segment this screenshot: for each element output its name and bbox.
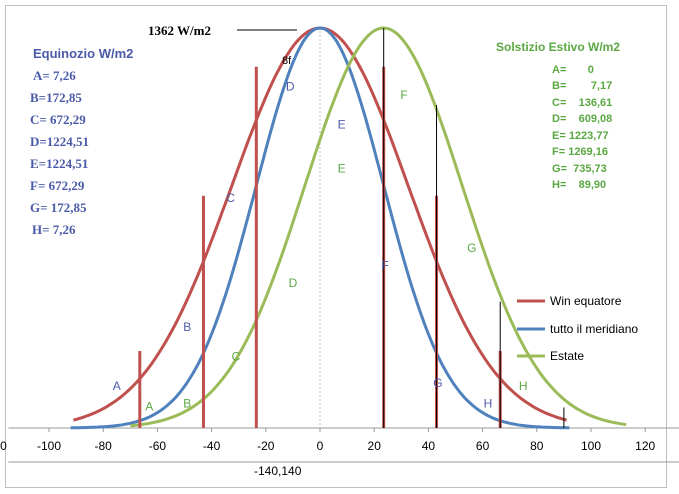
equinozio-row: F= 672,29 (30, 178, 85, 193)
x-axis-note: -140,140 (254, 464, 302, 478)
equinozio-row: B=172,85 (30, 90, 82, 105)
series-line-estate (130, 26, 627, 428)
region-label: F (400, 88, 407, 102)
legend-label: tutto il meridiano (550, 322, 638, 336)
solstizio-row: G= 735,73 (552, 163, 607, 175)
legend-item: Estate (517, 349, 584, 363)
x-tick-label: -80 (95, 439, 113, 453)
region-label: B (183, 396, 191, 410)
x-tick-label: -120 (0, 439, 7, 453)
region-label: B (183, 320, 191, 334)
equinozio-values: Equinozio W/m2 A= 7,26 B=172,85 C= 672,2… (30, 46, 133, 237)
legend-label: Estate (550, 349, 584, 363)
region-label: G (433, 376, 442, 390)
equinozio-row: A= 7,26 (33, 68, 76, 83)
solstizio-row: H= 89,90 (552, 179, 606, 191)
legend: Win equatore tutto il meridiano Estate (517, 294, 638, 363)
solstizio-row: E= 1223,77 (552, 130, 609, 142)
x-tick-label: 80 (530, 439, 544, 453)
solstizio-row: F= 1269,16 (552, 146, 608, 158)
solstizio-title: Solstizio Estivo W/m2 (496, 40, 620, 54)
region-label: D (289, 276, 298, 290)
solstizio-row: D= 609,08 (552, 113, 612, 125)
region-label: D (286, 79, 295, 93)
region-label: G (467, 241, 476, 255)
equinozio-row: H= 7,26 (32, 222, 76, 237)
legend-item: tutto il meridiano (517, 322, 638, 336)
equinozio-row: E=1224,51 (30, 156, 88, 171)
equinozio-row: C= 672,29 (30, 112, 86, 127)
series-line-tutto-il-meridiano (70, 26, 570, 430)
x-tick-label: -20 (257, 439, 275, 453)
region-label: A (113, 379, 121, 393)
solstizio-row: A= 0 (552, 64, 594, 76)
solstizio-values: Solstizio Estivo W/m2 A= 0 B= 7,17 C= 13… (496, 40, 620, 191)
region-label: H (484, 396, 493, 410)
chart-frame (5, 5, 667, 488)
equinozio-row: G= 172,85 (30, 200, 87, 215)
legend-item: Win equatore (517, 294, 622, 308)
x-tick-label: 60 (476, 439, 490, 453)
x-tick-label: 100 (581, 439, 601, 453)
x-tick-label: 40 (422, 439, 436, 453)
x-tick-label: 20 (368, 439, 382, 453)
peak-small-label: 8f (282, 55, 292, 67)
solstizio-row: B= 7,17 (552, 80, 612, 92)
solstizio-row: C= 136,61 (552, 97, 612, 109)
equinozio-title: Equinozio W/m2 (33, 46, 133, 61)
x-tick-label: -60 (149, 439, 167, 453)
x-tick-label: -40 (203, 439, 221, 453)
peak-value-label: 1362 W/m2 (148, 23, 211, 38)
region-label: F (381, 258, 388, 272)
region-label: E (338, 117, 346, 131)
legend-label: Win equatore (550, 294, 622, 308)
x-tick-label: -100 (37, 439, 61, 453)
region-label: H (519, 379, 528, 393)
x-tick-label: 0 (317, 439, 324, 453)
equinozio-row: D=1224,51 (30, 134, 89, 149)
region-label: E (338, 161, 346, 175)
x-tick-label: 120 (635, 439, 655, 453)
region-label: C (226, 191, 235, 205)
region-label: C (232, 349, 241, 363)
region-label: A (145, 399, 153, 413)
